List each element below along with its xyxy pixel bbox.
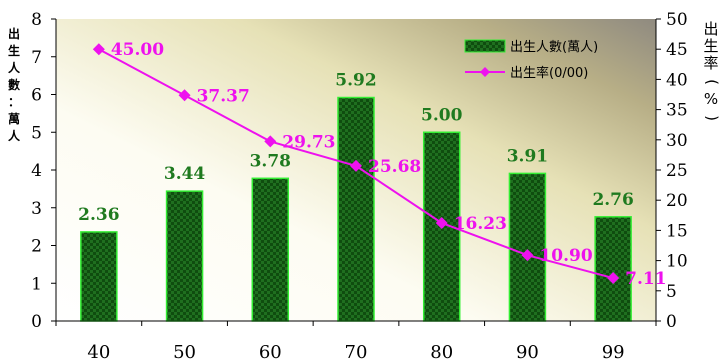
left-axis-title-char-3: 人 (8, 60, 21, 75)
line-data-label: 29.73 (282, 132, 335, 152)
left-tick-label: 3 (31, 199, 42, 219)
left-axis-ticks: 0 1 2 3 4 5 6 7 8 (31, 10, 56, 332)
legend-bar-swatch (464, 39, 506, 53)
left-tick-label: 4 (31, 161, 42, 181)
right-tick-label: 20 (666, 191, 688, 211)
right-tick-label: 0 (666, 312, 677, 332)
right-axis-title-char-6: ) (703, 115, 721, 121)
line-data-label: 16.23 (454, 214, 507, 234)
bar-data-label: 2.76 (592, 190, 633, 210)
right-tick-label: 15 (666, 221, 688, 241)
bar-data-label: 3.91 (507, 146, 548, 166)
left-tick-label: 2 (31, 237, 42, 257)
x-tick-label: 80 (430, 342, 453, 363)
line-point (92, 43, 105, 56)
right-tick-label: 40 (666, 70, 688, 90)
bar-data-labels: 2.36 3.44 3.78 5.92 5.00 3.91 2.76 (78, 71, 634, 225)
right-tick-label: 25 (666, 161, 688, 181)
legend-line-label: 出生率(0/00) (510, 65, 588, 81)
left-axis-title-char-1: 出 (8, 26, 20, 41)
bar (508, 172, 547, 322)
x-axis-ticks: 40 50 60 70 80 90 99 (55, 321, 657, 363)
x-tick-label: 70 (345, 342, 368, 363)
bar-data-label: 5.00 (421, 105, 463, 125)
line-data-label: 37.37 (197, 86, 250, 106)
bar-data-label: 2.36 (78, 205, 119, 225)
line-point (264, 135, 277, 148)
line-data-label: 10.90 (539, 246, 592, 266)
line-point (521, 249, 534, 262)
legend-bar-label: 出生人數(萬人) (510, 40, 598, 55)
bar (80, 231, 118, 322)
left-tick-label: 8 (31, 10, 42, 30)
right-axis-title: 出 生 率 ( % ) (703, 20, 721, 121)
right-tick-label: 5 (666, 282, 677, 302)
x-tick-label: 40 (87, 342, 110, 363)
right-axis-title-char-5: % (704, 90, 718, 108)
line-data-label: 45.00 (111, 40, 164, 60)
x-tick-label: 90 (516, 342, 539, 363)
line-point (350, 159, 362, 172)
line-point (178, 89, 191, 102)
right-axis-title-char-1: 出 (703, 20, 718, 38)
right-axis-title-char-4: ( (703, 79, 721, 85)
right-tick-label: 30 (666, 131, 688, 151)
bar (337, 96, 375, 322)
line-data-label: 7.11 (625, 269, 666, 289)
left-axis-title-char-4: 數 (8, 77, 20, 92)
right-tick-label: 45 (666, 40, 688, 60)
line-data-labels: 45.00 37.37 29.73 25.68 16.23 10.90 7.11 (111, 40, 667, 289)
left-axis-title-char-7: 人 (8, 128, 21, 143)
right-axis-title-char-2: 生 (703, 37, 718, 55)
bar-data-label: 5.92 (335, 71, 376, 91)
left-tick-label: 5 (31, 123, 42, 143)
bar-data-label: 3.44 (164, 164, 206, 184)
x-tick-label: 60 (259, 342, 282, 363)
line-point (435, 216, 448, 229)
right-axis-ticks: 0 5 10 15 20 25 30 35 40 45 50 (656, 10, 688, 332)
left-tick-label: 1 (31, 274, 42, 294)
bar (251, 177, 290, 322)
left-axis-title: 出 生 人 數 ： 萬 人 (8, 26, 21, 143)
bar-data-label: 3.78 (250, 151, 291, 171)
x-tick-label: 99 (602, 342, 625, 363)
legend: 出生人數(萬人) 出生率(0/00) (464, 39, 598, 81)
right-axis-title-char-3: 率 (703, 54, 718, 72)
left-axis-title-char-5: ： (8, 95, 20, 109)
bar (594, 216, 632, 322)
right-tick-label: 35 (666, 101, 688, 121)
line-data-label: 25.68 (368, 157, 421, 177)
right-tick-label: 50 (666, 10, 688, 30)
left-tick-label: 6 (31, 86, 42, 106)
legend-line-marker (480, 67, 490, 77)
left-tick-label: 0 (31, 312, 42, 332)
left-tick-label: 7 (31, 48, 42, 68)
left-axis-title-char-2: 生 (8, 43, 20, 58)
bar (165, 190, 204, 322)
right-tick-label: 10 (666, 252, 688, 272)
left-axis-title-char-6: 萬 (8, 111, 20, 126)
x-tick-label: 50 (173, 342, 196, 363)
line-point (607, 272, 620, 285)
line-series (92, 43, 620, 285)
